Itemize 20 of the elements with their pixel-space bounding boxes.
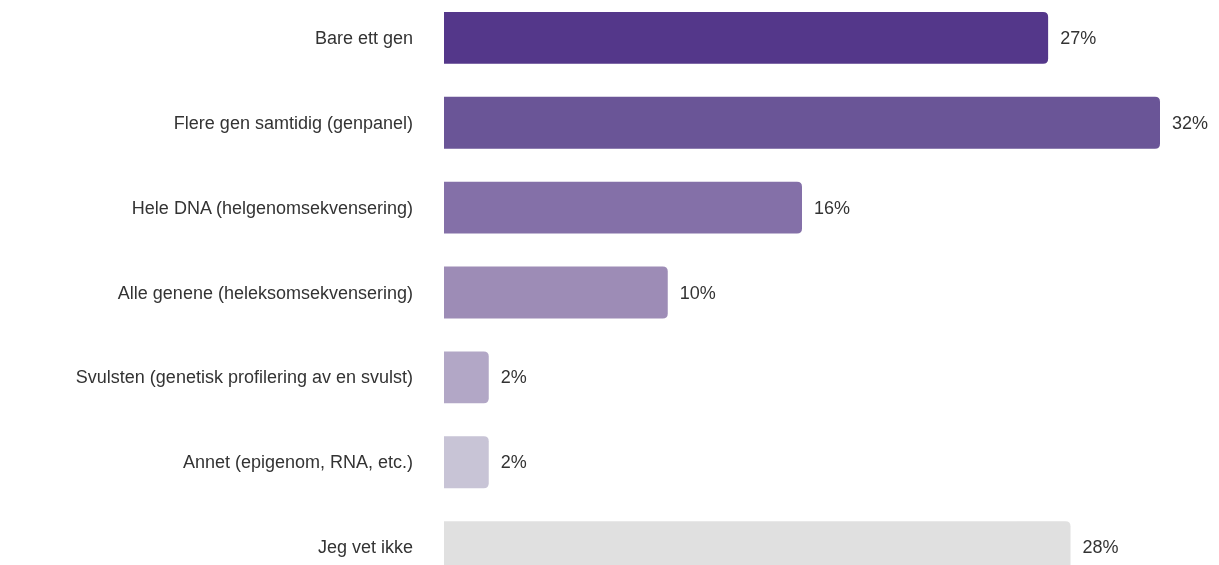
y-tick-label: Svulsten (genetisk profilering av en svulst) bbox=[75, 367, 413, 388]
data-label: 2% bbox=[500, 367, 527, 388]
data-label: 32% bbox=[1172, 112, 1209, 133]
bar bbox=[444, 181, 802, 234]
y-tick-label: Jeg vet ikke bbox=[317, 537, 413, 558]
y-tick-label: Alle genene (heleksomsekvensering) bbox=[117, 282, 413, 303]
y-tick-label: Bare ett gen bbox=[314, 27, 413, 48]
data-label: 28% bbox=[1082, 537, 1119, 558]
bar bbox=[444, 11, 1049, 64]
bar bbox=[444, 351, 489, 404]
bar bbox=[444, 266, 668, 319]
y-tick-label: Hele DNA (helgenomsekvensering) bbox=[131, 197, 413, 218]
y-tick-label: Annet (epigenom, RNA, etc.) bbox=[182, 452, 413, 473]
data-label: 16% bbox=[814, 197, 851, 218]
y-tick-label: Flere gen samtidig (genpanel) bbox=[173, 112, 413, 133]
data-label: 10% bbox=[679, 282, 716, 303]
bar bbox=[444, 436, 489, 489]
data-label: 27% bbox=[1060, 27, 1097, 48]
bar bbox=[444, 96, 1160, 149]
data-label: 2% bbox=[500, 452, 527, 473]
